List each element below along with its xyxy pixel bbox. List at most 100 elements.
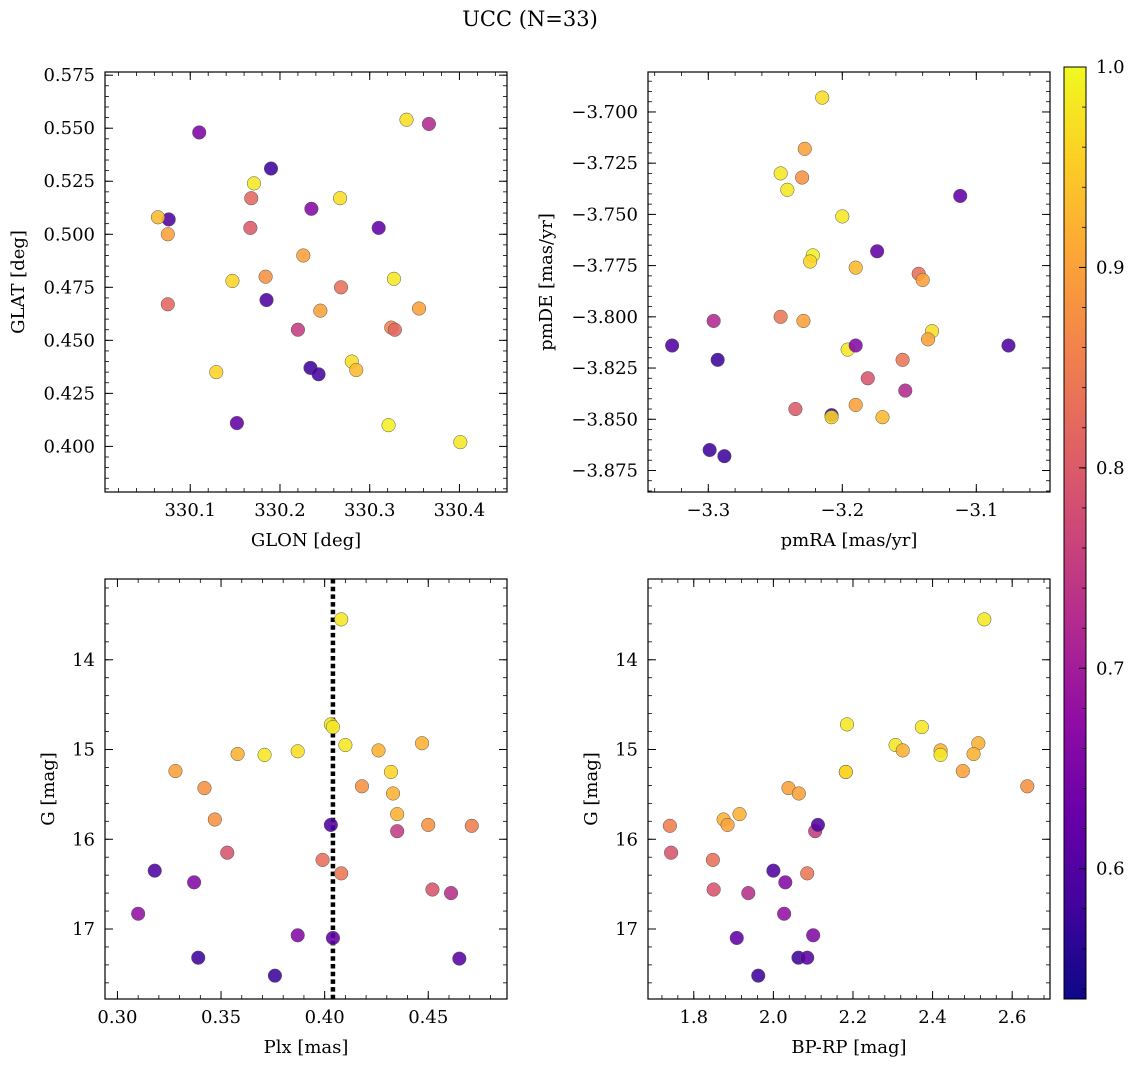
panel-1: 330.1 330.2 330.3 330.4 0.400 0.425 0.450 0.475…: [8, 65, 508, 551]
data-point: [421, 116, 436, 132]
data-point: [354, 779, 369, 794]
data-point: [334, 612, 349, 627]
data-point: [385, 786, 401, 801]
data-point: [795, 170, 810, 185]
data-point: [390, 807, 405, 822]
x-tick-label: 2.6: [998, 1007, 1027, 1028]
data-point: [290, 928, 305, 943]
x-tick-label: −3.3: [686, 500, 730, 521]
y-tick-label: 0.425: [43, 383, 95, 404]
data-point: [800, 866, 815, 881]
x-tick-label: 330.2: [254, 500, 306, 521]
data-point: [921, 332, 936, 347]
data-point: [453, 435, 468, 450]
colorbar-gradient: [1063, 66, 1087, 1000]
data-point: [209, 365, 224, 380]
data-point: [168, 764, 183, 779]
y-tick-label: 17: [615, 919, 638, 940]
y-tick-label: −3.875: [571, 460, 638, 481]
y-tick-label: −3.775: [571, 256, 638, 277]
points: [150, 112, 468, 450]
x-tick-label: 330.4: [434, 500, 486, 521]
data-point: [207, 812, 222, 827]
x-axis-label: Plx [mas]: [264, 1037, 349, 1058]
data-point: [225, 273, 240, 288]
data-point: [311, 367, 326, 382]
data-point: [702, 442, 717, 458]
colorbar: 0.6 0.7 0.8 0.9 1.0: [1063, 57, 1125, 1000]
data-point: [706, 313, 721, 328]
data-point: [243, 220, 258, 235]
data-point: [147, 863, 162, 878]
x-tick-label: −3.2: [820, 500, 864, 521]
data-point: [662, 818, 677, 833]
data-point: [791, 786, 806, 801]
data-point: [414, 736, 430, 751]
data-point: [323, 817, 338, 832]
x-tick-label: 0.40: [305, 1007, 345, 1028]
data-point: [848, 397, 863, 412]
points: [131, 612, 479, 983]
data-point: [914, 720, 929, 735]
y-tick-label: 0.575: [43, 65, 95, 86]
data-point: [751, 968, 766, 983]
data-point: [267, 968, 282, 983]
data-point: [780, 182, 795, 197]
figure-title: UCC (N=33): [462, 7, 598, 31]
y-tick-label: −3.725: [571, 153, 638, 174]
data-point: [773, 309, 788, 324]
data-point: [717, 449, 732, 464]
data-point: [706, 882, 721, 897]
y-tick-label: −3.700: [571, 102, 638, 123]
data-point: [839, 717, 855, 732]
data-point: [325, 720, 340, 735]
data-point: [150, 210, 165, 225]
data-point: [333, 280, 349, 295]
data-point: [381, 418, 396, 433]
x-tick-label: 1.8: [679, 1007, 708, 1028]
y-tick-label: 0.500: [43, 224, 95, 245]
data-point: [290, 322, 305, 337]
y-tick-label: 15: [615, 740, 638, 761]
data-point: [399, 112, 414, 127]
colorbar-tick-label: 0.8: [1096, 458, 1125, 479]
data-point: [860, 371, 875, 386]
data-point: [848, 260, 863, 275]
y-tick-label: 0.525: [43, 171, 95, 192]
data-point: [788, 401, 803, 417]
data-point: [383, 764, 399, 779]
data-point: [895, 352, 910, 367]
y-tick-label: 0.550: [43, 118, 95, 139]
axes-frame: [647, 71, 1051, 493]
x-axis-label: GLON [deg]: [251, 530, 361, 551]
data-point: [933, 747, 948, 762]
y-tick-label: 0.450: [43, 330, 95, 351]
data-point: [977, 612, 992, 627]
data-point: [838, 764, 853, 779]
data-point: [390, 824, 405, 839]
data-point: [444, 886, 459, 901]
data-point: [192, 125, 207, 140]
data-point: [220, 845, 235, 860]
data-point: [778, 875, 793, 890]
colorbar-tick-label: 0.9: [1096, 257, 1125, 278]
data-point: [835, 209, 850, 224]
data-point: [421, 817, 436, 832]
data-point: [334, 866, 349, 881]
x-tick-label: 330.1: [164, 500, 216, 521]
data-point: [191, 950, 206, 965]
x-tick-label: 0.35: [201, 1007, 241, 1028]
data-point: [800, 950, 815, 965]
data-point: [371, 743, 386, 758]
data-point: [230, 746, 245, 762]
points: [665, 90, 1016, 464]
y-tick-label: 16: [72, 829, 95, 850]
data-point: [313, 303, 328, 318]
y-axis-label: GLAT [deg]: [8, 230, 29, 334]
data-point: [732, 807, 747, 822]
data-point: [729, 930, 744, 946]
x-axis-label: pmRA [mas/yr]: [781, 530, 918, 551]
data-point: [290, 744, 305, 759]
data-point: [966, 746, 981, 762]
y-tick-label: 17: [72, 919, 95, 940]
